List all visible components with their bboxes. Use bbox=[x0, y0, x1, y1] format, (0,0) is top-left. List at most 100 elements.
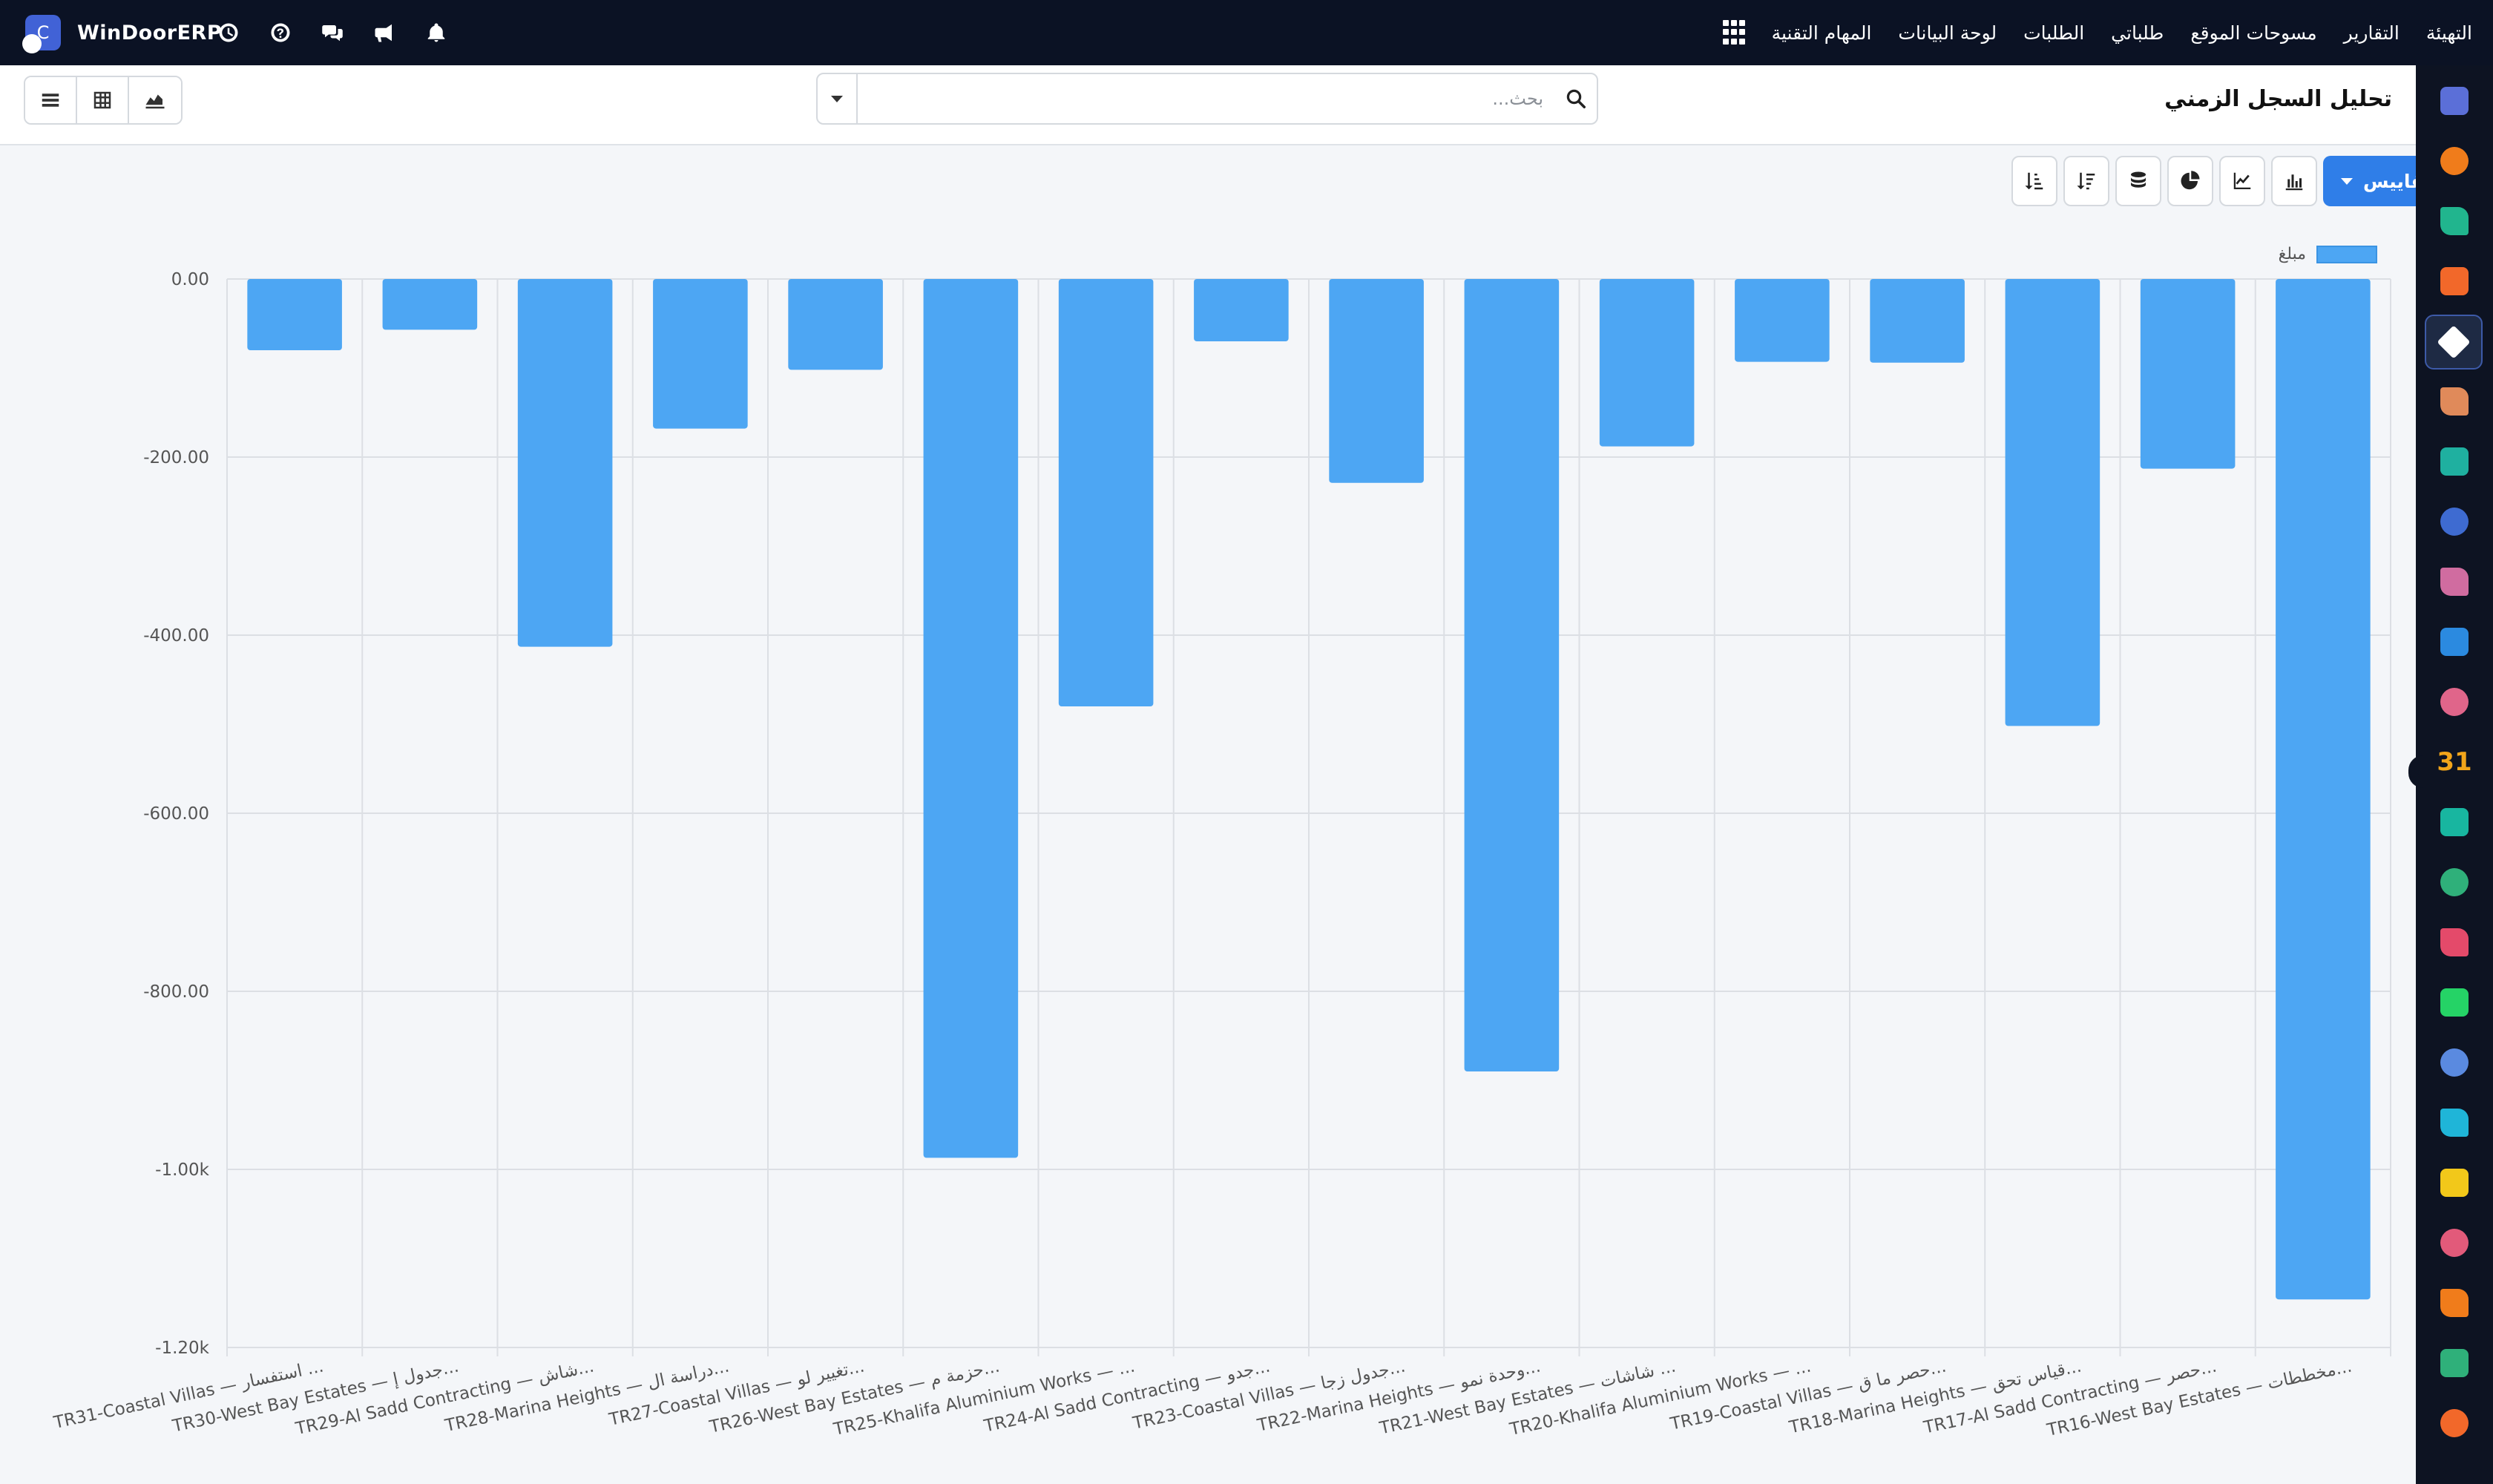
graph-view-button[interactable] bbox=[129, 77, 181, 123]
m-app-icon[interactable] bbox=[2435, 82, 2474, 120]
search-options-toggle[interactable] bbox=[818, 74, 858, 123]
app-icon-shape bbox=[2440, 868, 2469, 896]
hexagon-app-icon[interactable] bbox=[2435, 1284, 2474, 1322]
team-app-icon[interactable] bbox=[2435, 683, 2474, 721]
bar bbox=[1599, 279, 1695, 447]
whatsapp-app-icon[interactable] bbox=[2435, 983, 2474, 1022]
bar-chart-button[interactable] bbox=[2270, 156, 2317, 206]
app-icon-shape bbox=[2440, 1349, 2469, 1377]
calendar-31-app-icon[interactable]: 31 bbox=[2435, 743, 2474, 781]
dashboard-app-icon[interactable] bbox=[2435, 923, 2474, 962]
brand-name: WinDoorERP bbox=[77, 21, 223, 45]
sidebar-collapse-toggle[interactable] bbox=[2408, 755, 2423, 788]
app-icon-shape bbox=[2440, 928, 2469, 956]
menu-item-site-surveys[interactable]: مسوحات الموقع bbox=[2190, 22, 2317, 44]
book-app-icon[interactable] bbox=[2435, 502, 2474, 541]
card-app-icon[interactable] bbox=[2435, 1224, 2474, 1262]
y-tick-label: -1.00k bbox=[155, 1160, 210, 1180]
box-app-icon[interactable] bbox=[2435, 562, 2474, 601]
bar bbox=[1464, 279, 1560, 1071]
app-icon-shape bbox=[2440, 988, 2469, 1017]
settings-hex-app-icon[interactable] bbox=[2435, 1404, 2474, 1442]
search-box bbox=[816, 73, 1598, 125]
bell-icon[interactable] bbox=[421, 18, 451, 47]
app-grid-icon[interactable] bbox=[1720, 20, 1745, 45]
sort-asc-icon bbox=[2025, 172, 2043, 190]
chevron-down-icon bbox=[831, 95, 843, 102]
chevron-down-icon bbox=[2340, 177, 2353, 185]
menu-item-reports[interactable]: التقارير bbox=[2343, 22, 2400, 44]
wave-app-icon[interactable] bbox=[2435, 1103, 2474, 1142]
y-tick-label: -600.00 bbox=[143, 804, 209, 824]
search-icon[interactable] bbox=[1555, 88, 1597, 110]
app-icon-shape bbox=[2440, 1048, 2469, 1077]
app-icon-shape bbox=[2437, 325, 2471, 359]
bar bbox=[1058, 279, 1154, 706]
stacked-icon bbox=[2130, 171, 2146, 188]
app-icon-shape bbox=[2440, 808, 2469, 836]
menu-item-tech-tasks[interactable]: المهام التقنية bbox=[1771, 22, 1872, 44]
y-tick-label: -400.00 bbox=[143, 626, 209, 646]
menu-item-dashboard[interactable]: لوحة البيانات bbox=[1898, 22, 1997, 44]
pie-app-icon[interactable] bbox=[2435, 1344, 2474, 1382]
bar bbox=[653, 279, 748, 429]
compass-app-icon[interactable] bbox=[2435, 1043, 2474, 1082]
graph-area: مبلغ 0.00 -200.00 -400.00 -600.00 -800.00 -1.… bbox=[0, 208, 2416, 1484]
app-icon-shape bbox=[2440, 147, 2469, 175]
clock-icon[interactable] bbox=[214, 18, 243, 47]
pie-chart-icon bbox=[2181, 171, 2200, 190]
bar-chart-app-icon[interactable] bbox=[2435, 262, 2474, 301]
y-tick-label: -200.00 bbox=[143, 448, 209, 467]
navbar-icons bbox=[214, 18, 451, 47]
menu-item-my-orders[interactable]: طلباتي bbox=[2111, 22, 2164, 44]
bar bbox=[382, 279, 478, 330]
dollar-app-icon[interactable] bbox=[2435, 623, 2474, 661]
chat-icon[interactable] bbox=[318, 18, 347, 47]
pivot-view-button[interactable] bbox=[77, 77, 129, 123]
app-icon-shape bbox=[2440, 568, 2469, 596]
chart-toolbar: المقاييس bbox=[2011, 156, 2468, 206]
line-chart-button[interactable] bbox=[2218, 156, 2265, 206]
bar bbox=[517, 279, 613, 647]
graph-view-icon bbox=[145, 94, 165, 109]
sort-ascending-button[interactable] bbox=[2011, 156, 2057, 206]
bar bbox=[2005, 279, 2101, 726]
y-tick-label: -800.00 bbox=[143, 982, 209, 1002]
green-check-app-icon[interactable] bbox=[2435, 202, 2474, 240]
megaphone-icon[interactable] bbox=[369, 18, 399, 47]
app-icon-shape bbox=[2440, 207, 2469, 235]
chart-legend[interactable]: مبلغ bbox=[2279, 245, 2377, 263]
bar-chart-icon bbox=[2285, 174, 2303, 191]
checkmark-app-icon[interactable] bbox=[2435, 442, 2474, 481]
bar bbox=[247, 279, 342, 350]
help-icon[interactable] bbox=[266, 18, 295, 47]
app-icon-shape bbox=[2440, 1409, 2469, 1437]
menu-item-orders[interactable]: الطلبات bbox=[2023, 22, 2085, 44]
app-icon-shape bbox=[2440, 447, 2469, 476]
y-tick-label: -1.20k bbox=[155, 1339, 210, 1358]
sort-descending-button[interactable] bbox=[2063, 156, 2109, 206]
list-view-button[interactable] bbox=[25, 77, 77, 123]
app-icon-label: 31 bbox=[2437, 747, 2472, 777]
search-input[interactable] bbox=[858, 76, 1555, 122]
legend-swatch bbox=[2316, 245, 2377, 263]
brand[interactable]: C WinDoorERP bbox=[22, 15, 223, 53]
contact-app-icon[interactable] bbox=[2435, 863, 2474, 902]
bar bbox=[788, 279, 883, 370]
pen-app-icon[interactable] bbox=[2435, 803, 2474, 841]
app-icon-shape bbox=[2440, 1229, 2469, 1257]
puzzle-app-icon[interactable] bbox=[2435, 382, 2474, 421]
bar bbox=[2276, 279, 2371, 1300]
cube-app-icon[interactable] bbox=[2425, 315, 2483, 370]
bar bbox=[1329, 279, 1424, 483]
y-tick-label: 0.00 bbox=[171, 270, 209, 289]
menu-item-configuration[interactable]: التهيئة bbox=[2425, 22, 2472, 44]
pivot-view-icon bbox=[93, 91, 111, 109]
main-menu: المهام التقنية لوحة البيانات الطلبات طلب… bbox=[1720, 0, 2472, 65]
pie-chart-button[interactable] bbox=[2167, 156, 2213, 206]
stacked-button[interactable] bbox=[2115, 156, 2161, 206]
chat-bubble-app-icon[interactable] bbox=[2435, 142, 2474, 180]
send-app-icon[interactable] bbox=[2435, 1163, 2474, 1202]
apps-sidebar: 31 bbox=[2416, 65, 2493, 1484]
sort-desc-icon bbox=[2077, 172, 2095, 190]
